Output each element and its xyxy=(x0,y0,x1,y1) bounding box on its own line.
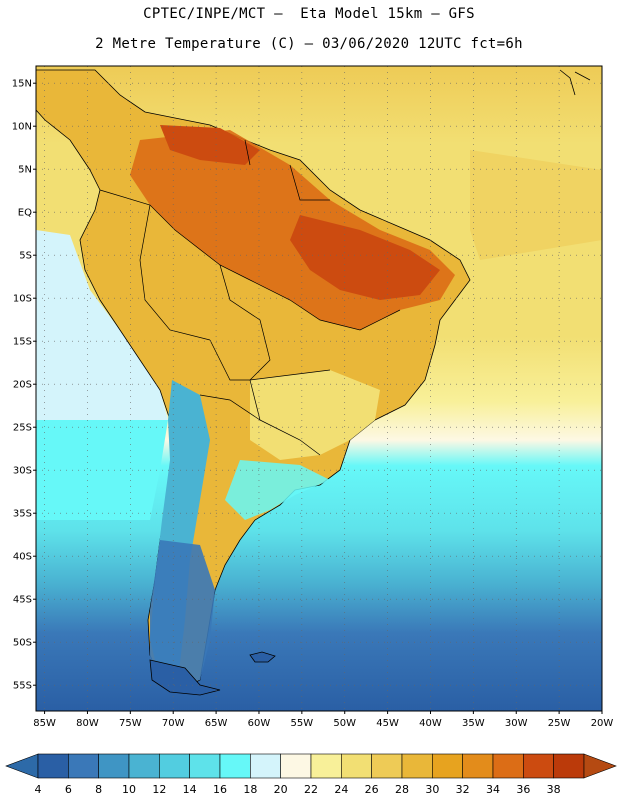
colorbar-swatch xyxy=(159,753,190,779)
lon-label: 55W xyxy=(291,718,314,729)
lat-label: 10N xyxy=(12,122,32,133)
colorbar-label: 18 xyxy=(243,783,257,796)
colorbar-label: 32 xyxy=(456,783,470,796)
lat-label: EQ xyxy=(18,208,32,219)
patagonia-cold xyxy=(150,540,215,688)
map-title-line1: CPTEC/INPE/MCT – Eta Model 15km – GFS xyxy=(143,6,475,22)
colorbar-label: 14 xyxy=(183,783,197,796)
colorbar-label: 12 xyxy=(152,783,166,796)
lat-label: 10S xyxy=(13,294,32,305)
lon-label: 50W xyxy=(333,718,356,729)
colorbar-swatch xyxy=(371,753,403,779)
colorbar-swatch xyxy=(341,753,372,779)
plot-frame xyxy=(35,65,603,712)
lat-label: 55S xyxy=(13,681,32,692)
lon-label: 30W xyxy=(505,718,528,729)
lat-label: 45S xyxy=(13,595,32,606)
lat-label: 5S xyxy=(19,251,32,262)
lon-label: 85W xyxy=(33,718,56,729)
colorbar-swatch xyxy=(310,753,342,779)
colorbar-swatch xyxy=(37,753,69,779)
lat-label: 20S xyxy=(13,380,32,391)
map-title-line2: 2 Metre Temperature (C) – 03/06/2020 12U… xyxy=(95,36,523,52)
lat-label: 50S xyxy=(13,638,32,649)
colorbar-label: 34 xyxy=(486,783,500,796)
colorbar-label: 26 xyxy=(365,783,379,796)
lon-label: 25W xyxy=(548,718,571,729)
falkland-islands xyxy=(249,651,276,663)
colorbar-swatch xyxy=(128,753,160,779)
pacific-cool-water xyxy=(36,230,168,420)
lon-label: 45W xyxy=(376,718,399,729)
lon-label: 60W xyxy=(248,718,271,729)
colorbar-swatch xyxy=(250,753,281,779)
colorbar-label: 8 xyxy=(95,783,102,796)
lat-label: 5N xyxy=(18,165,32,176)
lon-label: 20W xyxy=(591,718,614,729)
lat-label: 25S xyxy=(13,423,32,434)
colorbar-over-arrow xyxy=(583,753,617,779)
tierra-del-fuego xyxy=(149,659,221,696)
longitude-labels: 85W 80W 75W 70W 65W 60W 55W 50W 45W 40W 35W 30W 25W 2… xyxy=(33,711,613,729)
colorbar-swatch xyxy=(432,753,463,779)
lon-label: 40W xyxy=(419,718,442,729)
colorbar-label: 24 xyxy=(334,783,348,796)
colorbar-label: 4 xyxy=(35,783,42,796)
colorbar-label: 16 xyxy=(213,783,227,796)
colorbar-swatch xyxy=(401,753,433,779)
hot-north-region xyxy=(160,125,260,165)
colorbar: 4 6 8 10 12 14 16 18 20 22 24 26 28 30 32 34 36 38 xyxy=(5,753,617,796)
country-borders xyxy=(99,139,401,456)
colorbar-swatch xyxy=(280,753,312,779)
lat-label: 35S xyxy=(13,509,32,520)
lon-label: 35W xyxy=(462,718,485,729)
colorbar-label: 38 xyxy=(547,783,561,796)
colorbar-label: 6 xyxy=(65,783,72,796)
lon-label: 70W xyxy=(162,718,185,729)
lat-label: 15N xyxy=(12,79,32,90)
pampas-cool xyxy=(225,460,330,520)
lat-label: 40S xyxy=(13,552,32,563)
lon-label: 65W xyxy=(205,718,228,729)
colorbar-swatch xyxy=(68,753,99,779)
atlantic-warm-water xyxy=(470,150,602,260)
colorbar-swatch xyxy=(523,753,554,779)
colorbar-label: 28 xyxy=(395,783,409,796)
colorbar-swatch xyxy=(462,753,494,779)
colorbar-label: 10 xyxy=(122,783,136,796)
colorbar-swatch xyxy=(98,753,130,779)
hottest-region xyxy=(290,215,440,300)
south-brazil-cooler xyxy=(250,370,380,460)
colorbar-label: 30 xyxy=(425,783,439,796)
lat-label: 30S xyxy=(13,466,32,477)
colorbar-swatch xyxy=(189,753,221,779)
colorbar-label: 20 xyxy=(274,783,288,796)
colorbar-swatch xyxy=(219,753,251,779)
latitude-labels: 15N 10N 5N EQ 5S 10S 15S 20S 25S 30S 35S 40S 45S 50S 5… xyxy=(12,79,36,692)
caribbean-islands xyxy=(559,69,591,96)
colorbar-label: 36 xyxy=(516,783,530,796)
colorbar-under-arrow xyxy=(5,753,39,779)
colorbar-swatch xyxy=(553,753,585,779)
lat-label: 15S xyxy=(13,337,32,348)
colorbar-label: 22 xyxy=(304,783,318,796)
graticule xyxy=(36,66,602,711)
lon-label: 80W xyxy=(76,718,99,729)
lon-label: 75W xyxy=(119,718,142,729)
colorbar-swatch xyxy=(492,753,524,779)
